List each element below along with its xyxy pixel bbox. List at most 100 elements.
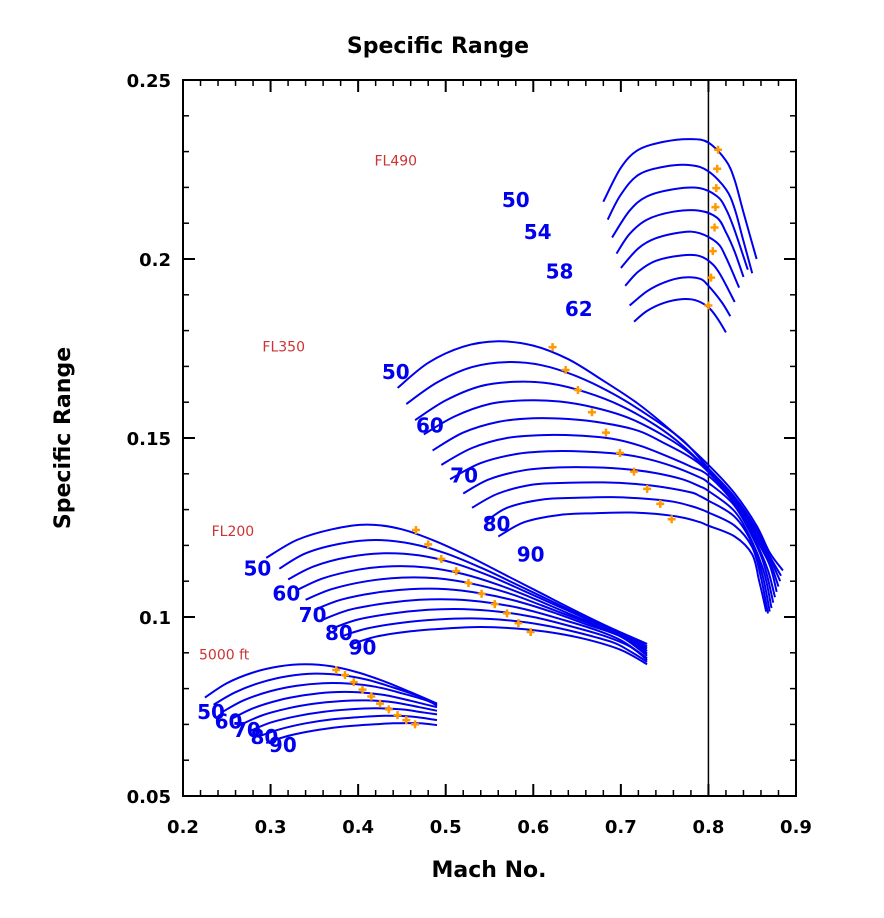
optimum-marker xyxy=(358,685,367,694)
optimum-marker xyxy=(332,665,341,674)
optimum-marker xyxy=(367,692,376,701)
x-tick-label: 0.4 xyxy=(342,817,374,838)
optimum-marker xyxy=(452,567,461,576)
optimum-marker xyxy=(714,145,723,154)
y-tick-label: 0.05 xyxy=(127,787,171,808)
weight-label: 80 xyxy=(483,512,511,536)
series-line xyxy=(620,230,741,289)
altitude-label: 5000 ft xyxy=(199,648,250,664)
series-line xyxy=(471,481,771,612)
optimum-marker xyxy=(402,716,411,725)
optimum-marker xyxy=(712,184,721,193)
series-line xyxy=(265,523,648,645)
series-line xyxy=(230,690,438,720)
weight-label: 80 xyxy=(325,621,353,645)
x-tick-label: 0.3 xyxy=(255,817,287,838)
optimum-marker xyxy=(573,386,582,395)
weight-label: 50 xyxy=(502,188,530,212)
optimum-marker xyxy=(424,540,433,549)
optimum-marker xyxy=(629,467,638,476)
optimum-marker xyxy=(477,589,486,598)
series-line xyxy=(602,138,758,260)
optimum-marker xyxy=(713,164,722,173)
series-line xyxy=(221,682,438,713)
series-line xyxy=(615,209,745,278)
series-line xyxy=(405,361,782,577)
optimum-marker xyxy=(437,555,446,564)
weight-label: 50 xyxy=(382,360,410,384)
weight-label: 90 xyxy=(517,542,545,566)
y-tick-label: 0.25 xyxy=(127,71,171,92)
weight-label: 60 xyxy=(272,582,300,606)
optimum-marker xyxy=(393,711,402,720)
x-tick-label: 0.6 xyxy=(517,817,549,838)
x-tick-label: 0.9 xyxy=(780,817,812,838)
optimum-marker xyxy=(490,600,499,609)
x-tick-label: 0.8 xyxy=(692,817,724,838)
x-tick-label: 0.5 xyxy=(430,817,462,838)
weight-label: 54 xyxy=(524,220,552,244)
series-line xyxy=(449,450,775,603)
optimum-marker xyxy=(514,619,523,628)
series-line xyxy=(239,699,438,727)
weight-label: 70 xyxy=(233,718,261,742)
series-line xyxy=(349,625,648,666)
optimum-marker xyxy=(710,223,719,232)
x-axis-label: Mach No. xyxy=(432,858,547,883)
optimum-marker xyxy=(349,678,358,687)
weight-label: 70 xyxy=(299,603,327,627)
optimum-marker xyxy=(503,609,512,618)
series-line xyxy=(396,340,784,572)
series-line xyxy=(606,163,754,274)
weight-label: 58 xyxy=(546,260,574,284)
optimum-marker xyxy=(643,484,652,493)
optimum-marker xyxy=(411,526,420,535)
series-line xyxy=(414,380,782,582)
weight-label: 62 xyxy=(565,297,593,321)
optimum-marker xyxy=(704,301,713,310)
optimum-marker xyxy=(587,408,596,417)
altitude-label: FL350 xyxy=(262,340,305,356)
weight-label: 80 xyxy=(251,725,279,749)
altitude-label: FL200 xyxy=(212,524,255,540)
y-tick-label: 0.15 xyxy=(127,429,171,450)
weight-label: 60 xyxy=(215,710,243,734)
optimum-marker xyxy=(711,203,720,212)
series-line xyxy=(340,617,648,663)
optimum-marker xyxy=(464,578,473,587)
series-line xyxy=(633,297,727,333)
weight-label: 60 xyxy=(416,413,444,437)
series-line xyxy=(331,607,648,661)
optimum-marker xyxy=(411,720,420,729)
series-line xyxy=(497,511,768,612)
optimum-marker xyxy=(384,705,393,714)
x-tick-label: 0.2 xyxy=(167,817,199,838)
weight-label: 90 xyxy=(269,733,297,757)
series-line xyxy=(248,707,438,733)
series-line xyxy=(423,399,780,587)
series-line xyxy=(204,663,438,705)
series-line xyxy=(213,672,438,706)
altitude-label: FL490 xyxy=(375,154,418,170)
y-tick-label: 0.1 xyxy=(139,608,171,629)
optimum-marker xyxy=(707,273,716,282)
optimum-marker xyxy=(376,699,385,708)
optimum-marker xyxy=(667,515,676,524)
series-line xyxy=(257,714,438,738)
series-line xyxy=(287,552,648,650)
series-line xyxy=(484,496,769,614)
optimum-marker xyxy=(615,449,624,458)
weight-label: 50 xyxy=(197,700,225,724)
series-line xyxy=(322,598,648,660)
optimum-marker xyxy=(601,428,610,437)
y-axis-label: Specific Range xyxy=(51,347,76,529)
y-tick-label: 0.2 xyxy=(139,250,171,271)
optimum-marker xyxy=(341,670,350,679)
optimum-marker xyxy=(561,365,570,374)
optimum-marker xyxy=(548,343,557,352)
chart-title: Specific Range xyxy=(347,34,529,59)
optimum-marker xyxy=(656,499,665,508)
optimum-marker xyxy=(708,247,717,256)
